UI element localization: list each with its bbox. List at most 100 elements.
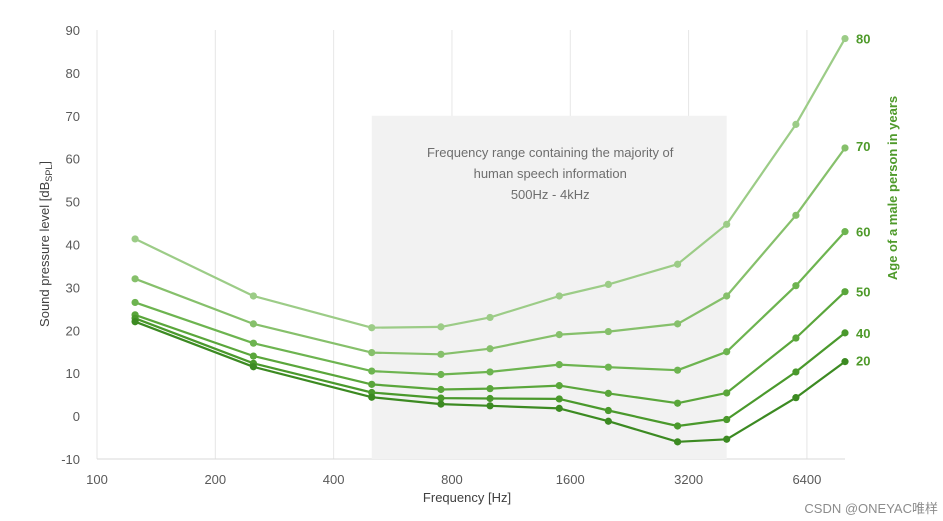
age-label-70: 70 — [856, 139, 870, 154]
data-point-age-80-6000 — [792, 120, 800, 128]
data-point-age-50-3000 — [673, 399, 682, 407]
x-axis-title: Frequency [Hz] — [423, 490, 511, 505]
age-label-20: 20 — [856, 353, 870, 368]
data-point-age-40-2000 — [604, 406, 612, 415]
data-point-age-20-4000 — [723, 435, 731, 443]
data-point-age-60-3000 — [673, 366, 682, 374]
data-point-age-70-2000 — [604, 327, 612, 336]
data-point-age-20-3000 — [673, 438, 682, 446]
y-tick-50: 50 — [66, 195, 80, 210]
y-tick--10: -10 — [61, 452, 80, 467]
data-point-age-60-125 — [131, 298, 139, 307]
watermark: CSDN @ONEYAC唯样 — [804, 501, 938, 516]
x-tick-100: 100 — [86, 472, 108, 487]
age-label-40: 40 — [856, 326, 870, 341]
age-label-60: 60 — [856, 225, 870, 240]
data-point-age-80-500 — [368, 324, 376, 332]
data-point-age-50-750 — [437, 385, 445, 394]
data-point-age-40-4000 — [723, 415, 731, 424]
series-lines — [131, 34, 849, 446]
x-tick-6400: 6400 — [792, 472, 821, 487]
data-point-age-20-6000 — [792, 394, 800, 402]
data-point-age-60-2000 — [604, 363, 612, 371]
speech-range-annotation-1: human speech information — [474, 166, 627, 181]
data-point-age-20-750 — [437, 400, 445, 408]
y-tick-10: 10 — [66, 366, 80, 381]
data-point-age-60-4000 — [723, 348, 731, 356]
y-axis-title-main: Sound pressure level [dB — [37, 182, 52, 327]
y-tick-80: 80 — [66, 66, 80, 81]
x-tick-400: 400 — [323, 472, 345, 487]
data-point-age-40-750 — [437, 394, 445, 402]
data-point-age-70-1500 — [555, 330, 563, 339]
right-axis-title: Age of a male person in years — [885, 96, 900, 280]
x-tick-3200: 3200 — [674, 472, 703, 487]
data-point-age-50-250 — [249, 352, 258, 360]
data-point-age-80-125 — [131, 235, 139, 243]
data-point-age-50-1000 — [486, 385, 494, 393]
data-point-age-80-1000 — [486, 313, 494, 322]
data-point-age-60-6000 — [792, 282, 800, 290]
speech-range-annotation-0: Frequency range containing the majority … — [427, 145, 674, 160]
data-point-age-20-8000 — [841, 358, 849, 366]
data-point-age-80-3000 — [673, 260, 682, 268]
data-point-age-40-3000 — [673, 422, 682, 430]
y-tick-40: 40 — [66, 238, 80, 253]
data-point-age-70-750 — [437, 350, 445, 358]
x-tick-200: 200 — [204, 472, 226, 487]
y-tick-90: 90 — [66, 23, 80, 38]
data-point-age-80-250 — [249, 292, 258, 300]
y-tick-0: 0 — [73, 409, 80, 424]
data-point-age-80-8000 — [841, 34, 849, 43]
data-point-age-70-500 — [368, 349, 376, 357]
x-tick-800: 800 — [441, 472, 463, 487]
data-point-age-80-4000 — [723, 220, 731, 228]
data-point-age-20-500 — [368, 393, 376, 401]
data-point-age-50-8000 — [841, 288, 849, 296]
data-point-age-50-2000 — [604, 389, 612, 397]
data-point-age-50-500 — [368, 380, 376, 388]
age-label-50: 50 — [856, 285, 870, 300]
data-point-age-70-125 — [131, 275, 139, 283]
data-point-age-70-4000 — [723, 292, 731, 300]
data-point-age-80-2000 — [604, 280, 612, 288]
data-point-age-20-250 — [249, 363, 258, 371]
data-point-age-70-6000 — [792, 211, 800, 219]
data-point-age-60-1500 — [555, 361, 563, 369]
data-point-age-40-1500 — [555, 395, 563, 403]
data-point-age-20-125 — [131, 318, 139, 326]
y-axis-title-sub: SPL — [44, 165, 54, 182]
y-tick-30: 30 — [66, 280, 80, 295]
data-point-age-40-8000 — [841, 329, 849, 337]
data-point-age-70-250 — [249, 320, 258, 328]
data-point-age-70-1000 — [486, 345, 494, 353]
data-point-age-70-8000 — [841, 144, 849, 152]
data-point-age-60-750 — [437, 370, 445, 379]
data-point-age-40-6000 — [792, 368, 800, 376]
data-point-age-50-4000 — [723, 389, 731, 397]
x-tick-1600: 1600 — [556, 472, 585, 487]
y-tick-70: 70 — [66, 109, 80, 124]
data-point-age-20-2000 — [604, 417, 612, 425]
y-tick-60: 60 — [66, 152, 80, 167]
y-tick-20: 20 — [66, 323, 80, 338]
y-axis-title-end: ] — [37, 161, 52, 165]
data-point-age-60-500 — [368, 367, 376, 375]
data-point-age-20-1500 — [555, 404, 563, 412]
data-point-age-80-1500 — [555, 292, 563, 300]
data-point-age-60-8000 — [841, 228, 849, 236]
speech-range-annotation-2: 500Hz - 4kHz — [511, 187, 590, 202]
data-point-age-20-1000 — [486, 402, 494, 410]
y-axis-title: Sound pressure level [dBSPL] — [37, 161, 54, 327]
y-axis-ticks: -10 0 10 20 30 40 50 60 70 80 90 — [61, 23, 80, 467]
x-axis-ticks: 100 200 400 800 1600 3200 6400 — [86, 472, 821, 487]
age-label-80: 80 — [856, 32, 870, 47]
data-point-age-40-1000 — [486, 394, 494, 403]
age-labels: 80 70 60 50 40 20 — [856, 32, 870, 369]
data-point-age-60-250 — [249, 339, 258, 347]
data-point-age-80-750 — [437, 323, 445, 331]
data-point-age-70-3000 — [673, 320, 682, 328]
data-point-age-50-6000 — [792, 334, 800, 342]
data-point-age-50-1500 — [555, 382, 563, 390]
